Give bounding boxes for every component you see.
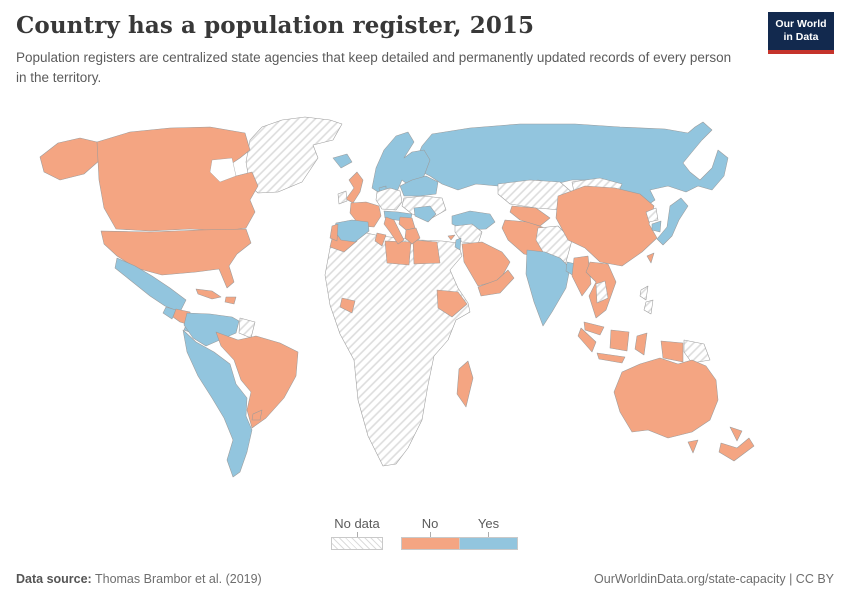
data-source-label: Data source: (16, 572, 92, 586)
region-serbia[interactable] (398, 216, 416, 231)
chart-footer: Data source: Thomas Brambor et al. (2019… (16, 572, 834, 586)
legend-tick (429, 532, 431, 537)
region-canada[interactable] (96, 126, 259, 232)
legend-no-data-swatch (331, 537, 383, 550)
legend-yes-swatch (459, 537, 518, 550)
legend-tick (488, 532, 489, 537)
region-taiwan[interactable] (646, 252, 655, 264)
region-indonesia-java[interactable] (596, 352, 626, 364)
region-israel[interactable] (454, 237, 462, 251)
region-romania-bulgaria[interactable] (413, 205, 437, 223)
region-alaska[interactable] (39, 137, 101, 181)
region-greenland[interactable] (245, 116, 343, 194)
region-dominican-republic[interactable] (224, 296, 237, 305)
region-tunisia[interactable] (374, 232, 387, 247)
region-libya[interactable] (384, 240, 412, 266)
region-saudi-arabia[interactable] (461, 241, 511, 287)
region-uzbekistan[interactable] (509, 205, 551, 227)
region-portugal[interactable] (329, 223, 339, 242)
legend-no-data-label: No data (334, 516, 380, 531)
owid-link[interactable]: OurWorldinData.org/state-capacity (594, 572, 786, 586)
footer-separator: | (789, 572, 793, 586)
license-label: CC BY (795, 572, 834, 586)
region-united-states[interactable] (100, 228, 252, 289)
region-guyanas[interactable] (238, 317, 256, 339)
data-source: Data source: Thomas Brambor et al. (2019… (16, 572, 262, 586)
region-yemen-oman[interactable] (477, 269, 515, 297)
region-germany[interactable] (375, 187, 403, 211)
region-italy[interactable] (383, 216, 405, 245)
region-madagascar[interactable] (456, 360, 474, 408)
region-philippines-north[interactable] (639, 285, 649, 301)
legend-item-yes[interactable]: Yes (459, 516, 518, 550)
hudson-bay (209, 157, 237, 183)
region-myanmar[interactable] (571, 255, 592, 297)
region-indonesia-sumatra[interactable] (577, 327, 597, 353)
region-papua-new-guinea[interactable] (683, 339, 711, 364)
region-greece[interactable] (404, 227, 421, 245)
region-south-korea[interactable] (651, 220, 662, 233)
legend-no-label: No (421, 516, 439, 531)
legend-item-no[interactable]: No (401, 516, 459, 550)
owid-logo-line1: Our World (775, 17, 827, 30)
region-egypt[interactable] (412, 239, 441, 265)
region-japan[interactable] (656, 197, 689, 246)
region-ethiopia[interactable] (436, 289, 468, 318)
world-map (0, 110, 850, 508)
region-australia[interactable] (613, 357, 719, 439)
region-poland-baltics[interactable] (399, 175, 439, 197)
legend-no-swatch (401, 537, 459, 550)
region-cuba[interactable] (195, 288, 222, 300)
region-guatemala[interactable] (162, 306, 177, 320)
region-iceland[interactable] (332, 153, 353, 169)
footer-credits: OurWorldinData.org/state-capacity | CC B… (594, 572, 834, 586)
region-philippines-south[interactable] (643, 299, 654, 315)
owid-logo[interactable]: Our World in Data (768, 12, 834, 54)
region-colombia-venezuela[interactable] (183, 312, 240, 347)
region-malaysia[interactable] (583, 321, 605, 336)
region-tasmania[interactable] (687, 439, 699, 454)
region-indonesia-sulawesi[interactable] (634, 332, 648, 356)
page-subtitle: Population registers are centralized sta… (16, 50, 732, 85)
choropleth-svg (39, 116, 755, 478)
region-ivory-coast[interactable] (339, 297, 356, 314)
region-new-zealand-north[interactable] (729, 426, 743, 442)
region-laos-cambodia[interactable] (595, 280, 609, 304)
region-andes-southern-cone[interactable] (182, 329, 253, 478)
legend-yes-label: Yes (477, 516, 500, 531)
legend-tick (356, 532, 358, 537)
region-united-kingdom[interactable] (345, 171, 364, 204)
region-north-korea[interactable] (645, 207, 659, 223)
region-indonesia-borneo[interactable] (609, 329, 630, 352)
region-indonesia-papua[interactable] (660, 340, 684, 363)
region-ireland[interactable] (337, 190, 348, 205)
legend-item-no-data[interactable]: No data (331, 516, 383, 550)
chart-header: Country has a population register, 2015 … (16, 12, 834, 87)
page-title: Country has a population register, 2015 (16, 12, 535, 39)
data-source-value: Thomas Brambor et al. (2019) (94, 572, 262, 586)
region-uruguay[interactable] (251, 409, 263, 421)
region-cyprus[interactable] (447, 234, 456, 241)
map-legend: No data No Yes (331, 516, 518, 550)
region-brazil[interactable] (215, 331, 299, 429)
region-china[interactable] (555, 185, 658, 267)
region-new-zealand-south[interactable] (718, 437, 755, 462)
region-india[interactable] (525, 249, 571, 327)
owid-logo-line2: in Data (783, 31, 819, 43)
